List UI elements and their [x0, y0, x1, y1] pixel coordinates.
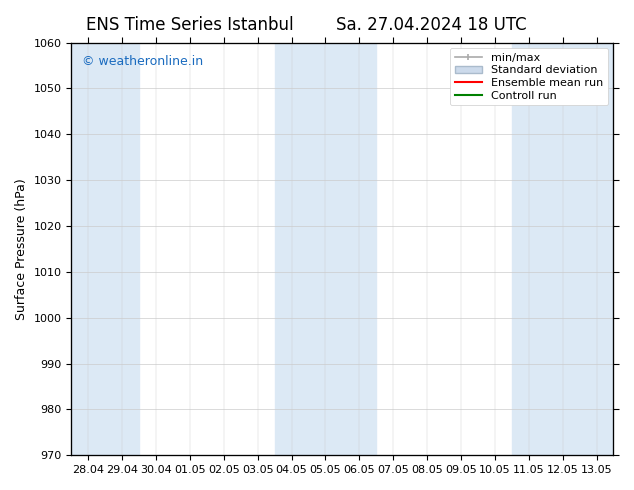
Bar: [72, 43, 139, 455]
Bar: [512, 43, 614, 455]
Text: Sa. 27.04.2024 18 UTC: Sa. 27.04.2024 18 UTC: [336, 16, 526, 34]
Legend: min/max, Standard deviation, Ensemble mean run, Controll run: min/max, Standard deviation, Ensemble me…: [450, 48, 608, 105]
Y-axis label: Surface Pressure (hPa): Surface Pressure (hPa): [15, 178, 28, 320]
Text: © weatheronline.in: © weatheronline.in: [82, 55, 204, 68]
Bar: [275, 43, 377, 455]
Text: ENS Time Series Istanbul: ENS Time Series Istanbul: [86, 16, 294, 34]
